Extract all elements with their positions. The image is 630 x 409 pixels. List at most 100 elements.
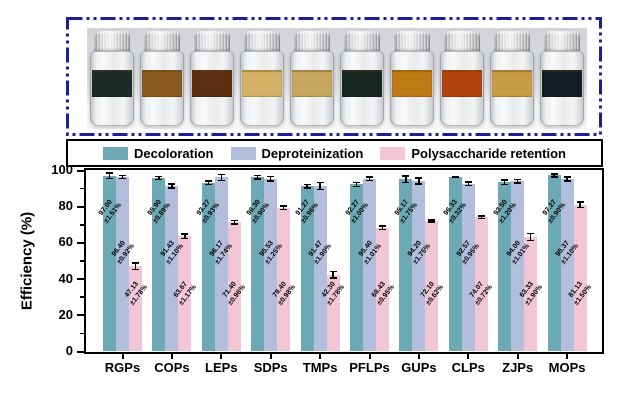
error-bar-line bbox=[516, 179, 519, 184]
x-tick bbox=[220, 354, 223, 359]
bar bbox=[227, 222, 241, 352]
error-bar-cap bbox=[353, 185, 360, 188]
vial-liquid bbox=[242, 69, 282, 98]
dash-dot-border bbox=[66, 17, 602, 136]
vial-cap bbox=[244, 31, 280, 52]
y-tick bbox=[76, 205, 84, 208]
error-bar-line bbox=[480, 216, 483, 219]
error-bar-line bbox=[529, 233, 532, 241]
vial-glass bbox=[90, 51, 134, 126]
bar bbox=[103, 175, 116, 352]
bar bbox=[326, 274, 340, 352]
vial-8 bbox=[439, 31, 485, 126]
x-tick-label: TMPs bbox=[302, 360, 338, 375]
x-tick bbox=[319, 354, 322, 359]
legend-swatch bbox=[230, 146, 256, 160]
error-bar-cap bbox=[576, 206, 584, 209]
vial-liquid bbox=[492, 69, 532, 98]
error-bar-cap bbox=[366, 176, 373, 178]
bar bbox=[511, 181, 525, 352]
legend-item: Deproteinization bbox=[230, 146, 363, 161]
bar bbox=[313, 185, 327, 352]
vial-glass bbox=[440, 51, 484, 126]
vial-5 bbox=[289, 31, 335, 126]
error-bar-cap bbox=[366, 179, 373, 182]
bar bbox=[129, 266, 142, 352]
y-axis-title: Efficiency (%) bbox=[18, 211, 36, 311]
error-bar-line bbox=[431, 219, 433, 223]
error-bar-cap bbox=[464, 184, 472, 187]
vial-glass bbox=[540, 51, 584, 126]
error-bar-cap bbox=[514, 178, 522, 181]
bar bbox=[474, 217, 488, 352]
legend-swatch bbox=[103, 146, 129, 160]
y-tick bbox=[76, 169, 84, 172]
y-tick-label: 40 bbox=[58, 270, 73, 286]
bar bbox=[461, 183, 475, 352]
vial-cap bbox=[144, 31, 180, 52]
bar bbox=[251, 177, 265, 352]
error-bar-cap bbox=[428, 221, 436, 223]
error-bar-cap bbox=[316, 188, 324, 191]
error-bar-cap bbox=[254, 178, 262, 180]
error-bar-cap bbox=[353, 181, 360, 184]
y-tick-label: 60 bbox=[58, 234, 73, 250]
vial-1 bbox=[89, 31, 135, 126]
error-bar-cap bbox=[527, 239, 535, 242]
error-bar-cap bbox=[168, 183, 176, 185]
vial-2 bbox=[139, 31, 185, 126]
bar bbox=[116, 177, 129, 352]
error-bar-line bbox=[467, 182, 470, 186]
error-bar-cap bbox=[329, 270, 337, 273]
x-tick bbox=[368, 354, 371, 359]
vial-3 bbox=[189, 31, 235, 126]
vial-glass bbox=[240, 51, 284, 126]
vial-glass bbox=[490, 51, 534, 126]
legend-swatch bbox=[380, 146, 406, 160]
error-bar-cap bbox=[132, 268, 139, 271]
vial-liquid bbox=[142, 69, 182, 98]
error-bar-cap bbox=[280, 205, 288, 207]
error-bar-cap bbox=[477, 215, 485, 217]
x-tick-label: RGPs bbox=[104, 360, 141, 375]
error-bar-cap bbox=[267, 180, 275, 182]
legend-item-label: Decoloration bbox=[134, 145, 214, 161]
bar bbox=[425, 220, 439, 352]
error-bar-cap bbox=[477, 217, 485, 220]
x-tick bbox=[121, 354, 124, 359]
error-bar-line bbox=[256, 175, 259, 179]
error-bar-line bbox=[503, 180, 506, 185]
vial-9 bbox=[489, 31, 535, 126]
bar bbox=[277, 207, 291, 352]
error-bar-cap bbox=[217, 179, 225, 182]
error-bar-line bbox=[282, 206, 285, 210]
x-tick-label: PFLPs bbox=[349, 360, 390, 375]
y-tick-label: 20 bbox=[58, 306, 73, 322]
error-bar-cap bbox=[550, 173, 558, 175]
vial-glass bbox=[190, 51, 234, 126]
vial-glass bbox=[340, 51, 384, 126]
vial-cap bbox=[194, 31, 230, 52]
error-bar-cap bbox=[181, 233, 189, 235]
error-bar-cap bbox=[204, 183, 212, 186]
bar bbox=[560, 178, 574, 352]
error-bar-line bbox=[381, 225, 384, 230]
error-bar-line bbox=[220, 174, 223, 181]
error-bar-cap bbox=[451, 175, 459, 178]
error-bar-line bbox=[134, 262, 137, 270]
x-tick bbox=[467, 354, 470, 359]
vial-liquid bbox=[92, 69, 132, 98]
bar bbox=[214, 177, 228, 352]
error-bar-line bbox=[207, 180, 210, 185]
error-bar-cap bbox=[550, 176, 558, 178]
bar bbox=[547, 175, 561, 352]
error-bar-cap bbox=[217, 173, 225, 176]
vial-glass bbox=[290, 51, 334, 126]
error-bar-cap bbox=[155, 175, 163, 178]
bar bbox=[363, 178, 376, 352]
error-bar-cap bbox=[316, 181, 324, 184]
bar bbox=[264, 178, 278, 352]
error-bar-cap bbox=[303, 183, 311, 186]
error-bar-cap bbox=[428, 219, 436, 221]
